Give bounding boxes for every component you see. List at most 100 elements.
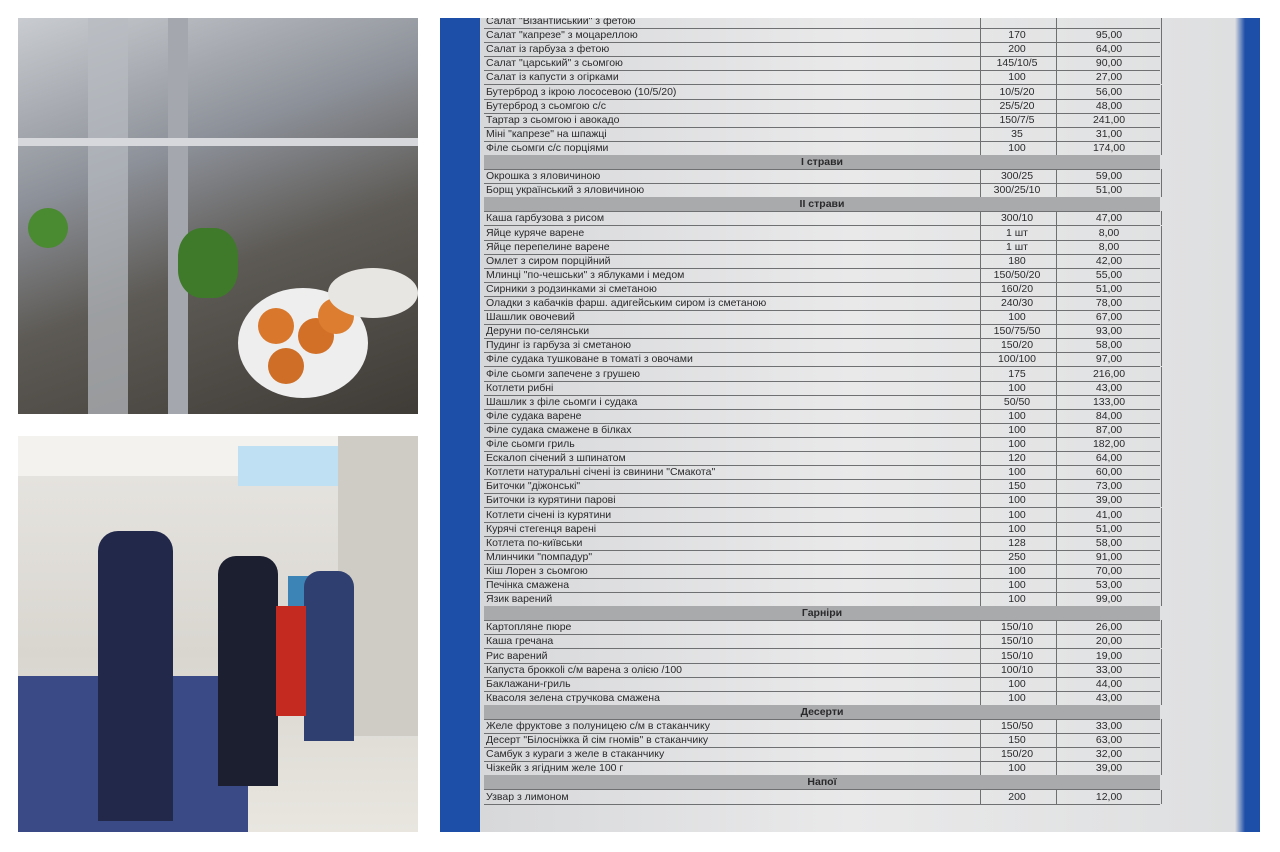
section-title: І страви xyxy=(801,156,843,168)
dish-weight: 100 xyxy=(980,310,1053,325)
dish-weight: 145/10/5 xyxy=(980,56,1053,71)
dish-weight: 100/10 xyxy=(980,662,1053,677)
menu-row: Рис варений 150/10 19,00 xyxy=(484,648,1162,664)
dish-price: 60,00 xyxy=(1056,465,1162,480)
dish-price: 51,00 xyxy=(1056,183,1162,198)
dish-price: 31,00 xyxy=(1056,126,1162,141)
dish-name: Сирники з родзинками зі сметаною xyxy=(486,282,657,295)
menu-row: Філе судака тушковане в томаті з овочами… xyxy=(484,352,1162,368)
dish-weight: 200 xyxy=(980,789,1053,804)
dish-weight: 175 xyxy=(980,366,1053,381)
dish-weight: 100 xyxy=(980,507,1053,522)
dish-name: Борщ український з яловичиною xyxy=(486,184,645,197)
dish-name: Філе сьомги гриль xyxy=(486,438,575,450)
dish-weight: 150/50 xyxy=(980,719,1053,733)
dish-name: Бутерброд з сьомгою с/с xyxy=(486,99,606,112)
dish-name: Філе сьомги запечене з грушею xyxy=(486,367,640,380)
dish-weight: 300/25/10 xyxy=(980,183,1053,198)
menu-row: Шашлик з філе сьомги і судака 50/50 133,00 xyxy=(484,394,1162,410)
dish-name: Міні "капрезе" на шпажці xyxy=(486,127,607,140)
dish-name: Узвар з лимоном xyxy=(486,790,569,803)
dish-price: 44,00 xyxy=(1056,676,1162,691)
menu-row: Узвар з лимоном 200 12,00 xyxy=(484,789,1162,805)
dish-name: Печінка смажена xyxy=(486,579,570,591)
dish-name: Капуста броккolі с/м варена з олією /100 xyxy=(486,663,682,676)
menu-section: ІІ страви xyxy=(484,197,1160,213)
dish-weight: 250 xyxy=(980,549,1053,564)
dish-weight: 100 xyxy=(980,380,1053,395)
dish-price: 59,00 xyxy=(1056,169,1162,184)
dish-weight: 150/10 xyxy=(980,648,1053,663)
section-title: Десерти xyxy=(800,705,844,718)
dish-weight: 100 xyxy=(980,437,1053,451)
dish-price: 53,00 xyxy=(1056,578,1162,592)
dish-price: 241,00 xyxy=(1056,112,1162,127)
dish-name: Салат із гарбуза з фетою xyxy=(486,43,610,56)
dish-name: Яйце перепелине варене xyxy=(486,240,610,253)
dish-name: Картопляне пюре xyxy=(486,621,572,634)
dish-weight: 100 xyxy=(980,578,1053,592)
dish-weight: 100 xyxy=(980,690,1053,705)
dish-price: 95,00 xyxy=(1056,28,1162,43)
dish-name: Котлета по-київськи xyxy=(486,536,583,549)
dish-name: Млинчики "помпадур" xyxy=(486,550,593,563)
dish-weight: 100 xyxy=(980,563,1053,578)
dish-price: 42,00 xyxy=(1056,253,1162,268)
dish-price: 43,00 xyxy=(1056,380,1162,395)
dish-price: 78,00 xyxy=(1056,296,1162,310)
menu-section: Напої xyxy=(484,775,1160,791)
dish-name: Салат "Візантійський" з фетою xyxy=(486,18,636,27)
dish-price: 33,00 xyxy=(1056,719,1162,733)
menu-row: Котлети натуральні січені із свинини "См… xyxy=(484,465,1162,481)
dish-weight: 50/50 xyxy=(980,394,1053,409)
dish-name: Млинці "по-чешськи" з яблуками і медом xyxy=(486,268,685,281)
menu-photo: Салат "Візантійський" з фетою Салат "капр… xyxy=(440,18,1260,832)
dish-price: 73,00 xyxy=(1056,479,1162,494)
dish-name: Шашлик з філе сьомги і судака xyxy=(486,395,638,408)
dish-weight: 100 xyxy=(980,761,1053,776)
dish-weight: 150 xyxy=(980,479,1053,494)
section-title: ІІ страви xyxy=(799,198,845,211)
menu-row: Тартар з сьомгою і авокадо 150/7/5 241,00 xyxy=(484,112,1162,128)
menu-row: Салат "капрезе" з моцареллою 170 95,00 xyxy=(484,28,1162,44)
dish-price: 93,00 xyxy=(1056,324,1162,339)
dish-name: Желе фруктове з полуницею с/м в стаканчи… xyxy=(486,720,710,732)
dish-price: 97,00 xyxy=(1056,352,1162,367)
menu-row: Курячі стегенця варені 100 51,00 xyxy=(484,521,1162,537)
dish-weight: 100 xyxy=(980,521,1053,536)
dish-weight: 120 xyxy=(980,451,1053,466)
menu-row: Котлета по-київськи 128 58,00 xyxy=(484,535,1162,551)
dish-name: Биточки із курятини парові xyxy=(486,494,616,507)
dish-weight: 150/50/20 xyxy=(980,267,1053,282)
dish-name: Окрошка з яловичиною xyxy=(486,170,601,183)
dish-price: 8,00 xyxy=(1056,225,1162,240)
menu-row: Биточки із курятини парові 100 39,00 xyxy=(484,493,1162,509)
menu-section: І страви xyxy=(484,155,1160,171)
menu-row: Язик варений 100 99,00 xyxy=(484,592,1162,608)
dish-weight: 150 xyxy=(980,733,1053,748)
dish-price: 58,00 xyxy=(1056,338,1162,353)
dish-price: 39,00 xyxy=(1056,761,1162,776)
dish-weight: 170 xyxy=(980,28,1053,43)
menu-row: Бутерброд з ікрою лососевою (10/5/20) 10/… xyxy=(484,84,1162,100)
dish-name: Чізкейк з ягідним желе 100 г xyxy=(486,762,624,775)
dish-weight: 100 xyxy=(980,70,1053,85)
dish-price: 70,00 xyxy=(1056,563,1162,578)
dish-name: Баклажани-гриль xyxy=(486,677,571,690)
menu-row: Сирники з родзинками зі сметаною 160/20 51… xyxy=(484,281,1162,297)
food-display-photo xyxy=(18,18,418,414)
dish-weight: 150/20 xyxy=(980,747,1053,762)
dish-weight: 240/30 xyxy=(980,296,1053,310)
menu-row: Кіш Лорен з сьомгою 100 70,00 xyxy=(484,563,1162,579)
menu-row: Деруни по-селянськи 150/75/50 93,00 xyxy=(484,324,1162,340)
dish-weight: 100 xyxy=(980,140,1053,155)
dish-weight: 150/20 xyxy=(980,338,1053,353)
dish-price: 182,00 xyxy=(1056,437,1162,451)
canteen-photo xyxy=(18,436,418,832)
menu-row: Салат "Візантійський" з фетою xyxy=(484,18,1162,30)
dish-weight: 150/10 xyxy=(980,634,1053,649)
menu-row: Ескалоп січений з шпинатом 120 64,00 xyxy=(484,451,1162,467)
dish-weight: 1 шт xyxy=(980,225,1053,240)
menu-row: Салат із гарбуза з фетою 200 64,00 xyxy=(484,42,1162,58)
menu-row: Бутерброд з сьомгою с/с 25/5/20 48,00 xyxy=(484,98,1162,114)
